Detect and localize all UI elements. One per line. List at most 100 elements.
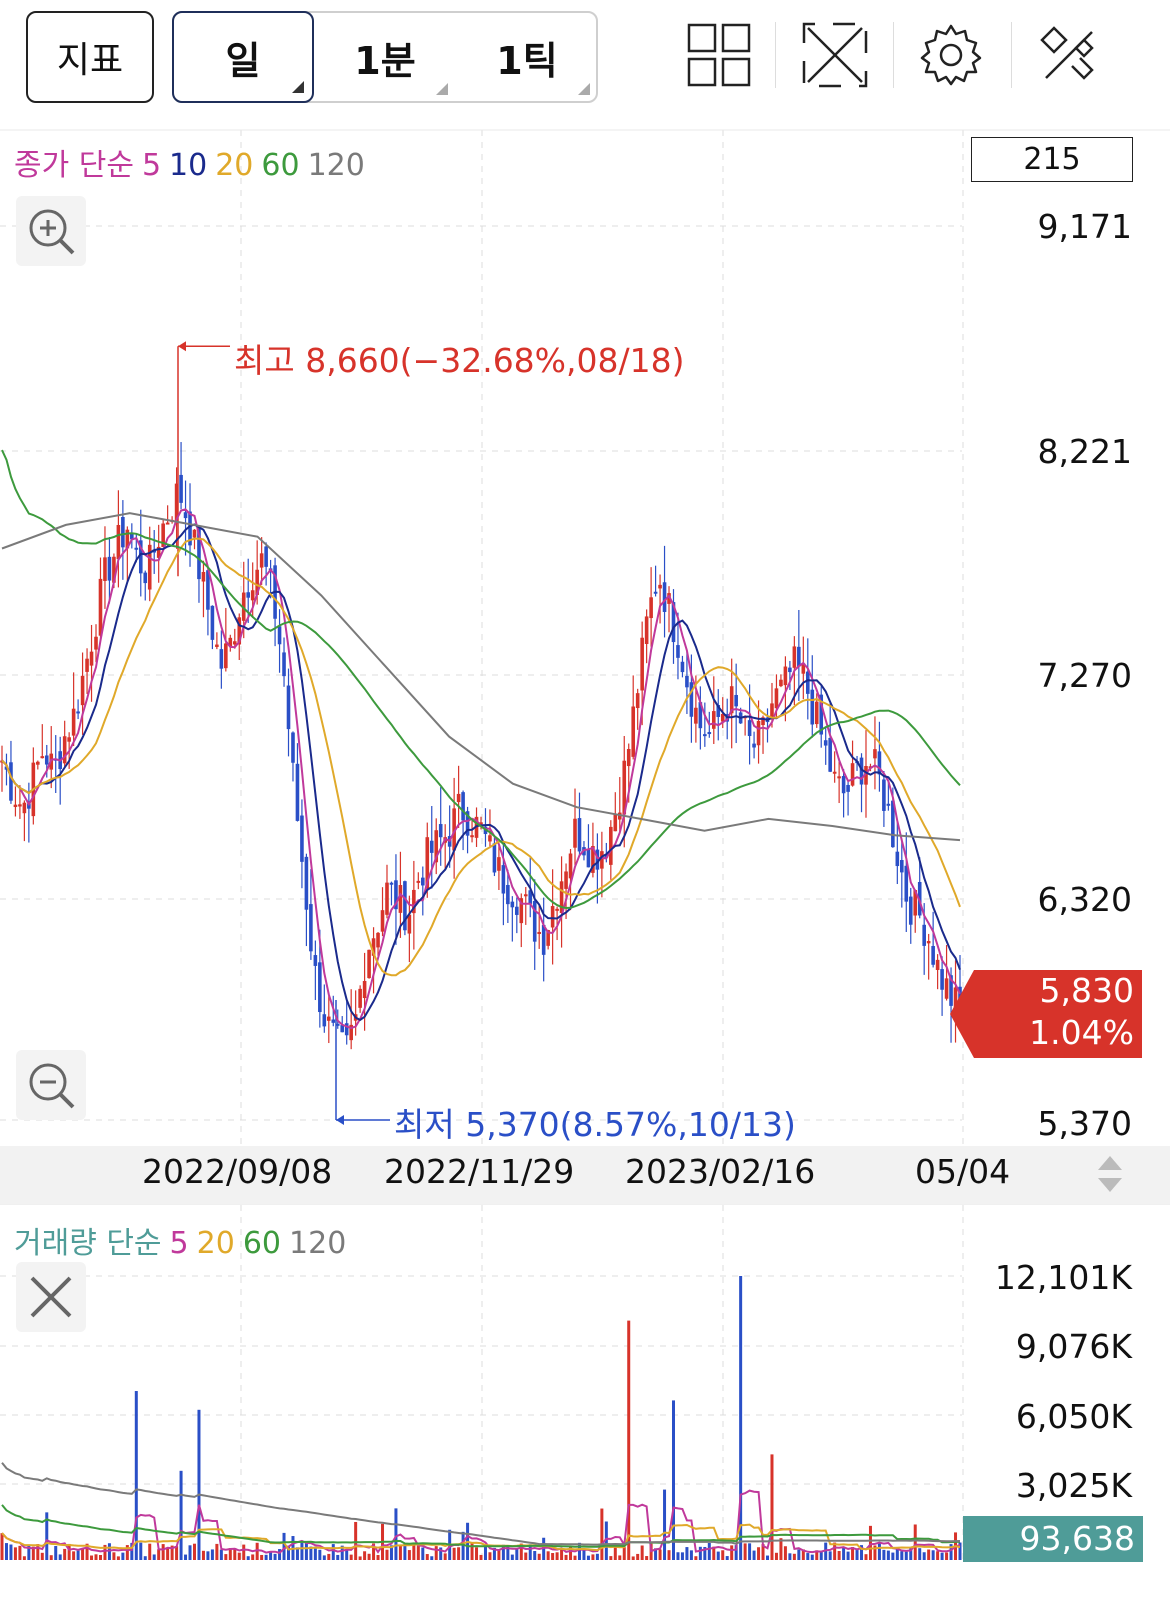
volume-ma20-line: [1, 1523, 961, 1552]
legend-prefix: 종가 단순: [14, 148, 134, 183]
period-1min-tab[interactable]: 1분: [314, 11, 456, 103]
tools-icon[interactable]: [1036, 22, 1102, 88]
volume-bar: [67, 1543, 71, 1560]
volume-bar: [636, 1553, 640, 1560]
visible-count-box[interactable]: 215: [971, 137, 1133, 182]
volume-bar: [201, 1550, 205, 1560]
candle-body: [143, 572, 148, 584]
candle-body: [685, 675, 689, 688]
candle-body: [286, 685, 291, 730]
legend-ma20: 20: [215, 148, 254, 183]
candle-body: [461, 792, 465, 821]
expand-icon[interactable]: [802, 22, 868, 88]
volume-bar: [524, 1552, 528, 1560]
settings-gear-icon[interactable]: [918, 22, 984, 88]
x-tick-label: 2022/11/29: [384, 1152, 575, 1191]
candle-body: [944, 978, 949, 999]
volume-bar: [506, 1545, 510, 1560]
volume-bar: [779, 1538, 783, 1560]
volume-bar: [224, 1554, 228, 1560]
volume-bar: [389, 1545, 393, 1560]
legend-ma120: 120: [289, 1226, 347, 1261]
volume-bar: [783, 1546, 787, 1560]
volume-bar: [31, 1546, 35, 1560]
volume-bar: [797, 1549, 801, 1560]
volume-bar: [116, 1556, 120, 1560]
volume-bar: [242, 1544, 246, 1560]
zoom-out-button[interactable]: [16, 1050, 86, 1120]
period-1tick-tab[interactable]: 1틱: [456, 11, 598, 103]
candle-body: [465, 811, 470, 836]
volume-bar: [560, 1547, 564, 1560]
toolbar-divider: [775, 22, 776, 88]
candle-body: [559, 881, 564, 913]
volume-bar: [125, 1545, 129, 1560]
volume-bar: [922, 1552, 926, 1560]
candle-body: [326, 1016, 331, 1021]
volume-bar: [734, 1545, 738, 1560]
grid-layout-icon[interactable]: [686, 22, 752, 88]
volume-bar: [622, 1547, 626, 1560]
indicator-button[interactable]: 지표: [26, 11, 154, 103]
candle-body: [18, 804, 22, 807]
zoom-in-button[interactable]: [16, 196, 86, 266]
volume-bar: [166, 1547, 170, 1560]
candle-body: [452, 808, 456, 851]
candle-body: [291, 732, 295, 763]
legend-ma20: 20: [196, 1226, 235, 1261]
volume-bar: [698, 1546, 702, 1560]
panel-resize-icon[interactable]: [1094, 1150, 1126, 1198]
candle-body: [67, 737, 71, 742]
volume-bar: [877, 1542, 881, 1560]
volume-bar: [492, 1547, 496, 1560]
volume-bar: [904, 1551, 908, 1560]
candle-body: [729, 686, 734, 714]
candle-body: [734, 694, 738, 707]
volume-bar: [631, 1556, 635, 1560]
candle-body: [823, 740, 828, 746]
volume-bar: [457, 1547, 461, 1560]
candle-body: [689, 682, 694, 717]
volume-bar: [680, 1552, 684, 1560]
volume-ma-legend: 거래량 단순 5 20 60 120: [14, 1218, 354, 1262]
candle-body: [837, 776, 841, 779]
candle-body: [488, 835, 492, 842]
candle-body: [761, 717, 765, 726]
period-day-tab[interactable]: 일: [172, 11, 314, 103]
volume-bar: [300, 1542, 304, 1560]
candle-body: [707, 732, 712, 735]
volume-bar: [470, 1542, 474, 1560]
volume-bar: [936, 1551, 940, 1560]
close-volume-button[interactable]: [16, 1262, 86, 1332]
high-annotation: 최고 8,660(−32.68%,08/18): [234, 341, 685, 380]
candle-body: [886, 803, 891, 806]
candle-body: [900, 860, 904, 873]
low-marker-arrow: [336, 1115, 344, 1125]
candle-body: [224, 643, 228, 669]
candle-body: [756, 720, 761, 746]
candle-body: [340, 1025, 345, 1033]
candle-body: [264, 546, 268, 567]
candle-body: [107, 556, 112, 581]
zoom-in-icon: [29, 209, 75, 255]
x-axis-bar[interactable]: [0, 1146, 1170, 1204]
volume-y-tick-label: 12,101K: [994, 1258, 1132, 1297]
volume-bar: [54, 1546, 58, 1560]
candle-body: [671, 602, 676, 643]
candle-body: [380, 910, 385, 932]
candle-body: [528, 890, 533, 904]
volume-bar: [663, 1489, 667, 1560]
candle-body: [510, 901, 515, 908]
candle-body: [532, 900, 537, 942]
volume-ma60-line: [1, 1504, 961, 1548]
candle-body: [219, 649, 224, 669]
candle-body: [662, 582, 667, 612]
volume-bar: [801, 1549, 805, 1560]
candle-body: [694, 707, 698, 724]
candle-body: [913, 890, 918, 916]
candle-body: [371, 938, 376, 956]
candle-body: [349, 1024, 353, 1041]
volume-bar: [891, 1552, 895, 1560]
volume-bar: [873, 1545, 877, 1560]
